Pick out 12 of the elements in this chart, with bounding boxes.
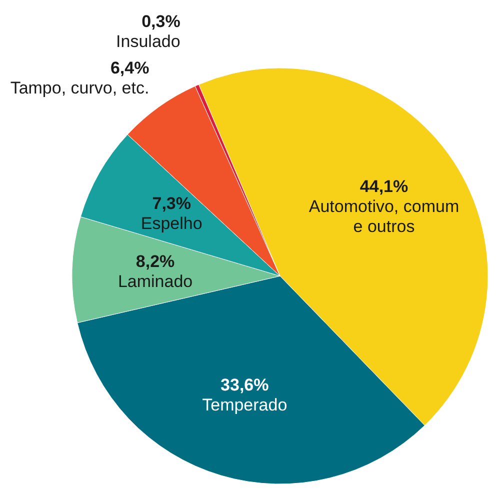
data-label: 33,6% (220, 376, 269, 395)
slice-label: Espelho (140, 214, 202, 234)
slice-label: Temperado (202, 396, 288, 415)
data-label: 6,4% (110, 58, 150, 78)
data-label: 7,3% (152, 194, 191, 214)
data-label: 44,1% (360, 177, 408, 196)
data-label: 8,2% (136, 252, 175, 272)
slice-label: Tampo, curvo, etc. (10, 78, 150, 98)
data-label: 0,3% (142, 12, 180, 32)
slice-label: Insulado (116, 32, 180, 52)
slice-label: Laminado (118, 272, 193, 292)
slice-label: Automotivo, comum e outros (308, 197, 460, 236)
